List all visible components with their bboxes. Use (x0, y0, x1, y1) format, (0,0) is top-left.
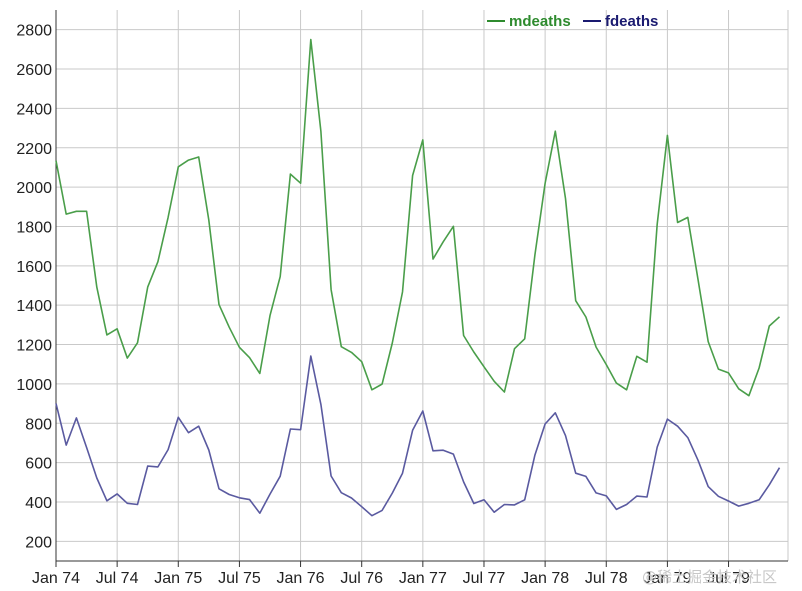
y-tick-label: 2400 (16, 101, 52, 118)
series-line-fdeaths (55, 355, 781, 517)
watermark-text: @稀土掘金技术社区 (642, 568, 777, 586)
y-tick-label: 1600 (16, 259, 52, 276)
y-tick-label: 200 (25, 534, 52, 551)
x-tick-label: Jul 79 (707, 570, 750, 587)
x-tick-label: Jan 74 (32, 570, 80, 587)
axes: 200 400 600 800 1000 1200 1400 1600 1800 2000 2200… (16, 10, 788, 587)
legend[interactable]: mdeaths fdeaths (487, 13, 658, 30)
x-tick-label: Jul 74 (96, 570, 139, 587)
y-tick-label: 2800 (16, 23, 52, 40)
y-tick-label: 1000 (16, 377, 52, 394)
x-tick-label: Jan 76 (277, 570, 325, 587)
y-tick-label: 2000 (16, 180, 52, 197)
x-tick-label: Jan 77 (399, 570, 447, 587)
y-tick-label: 1800 (16, 219, 52, 236)
x-tick-label: Jul 76 (340, 570, 383, 587)
x-tick-label: Jul 77 (463, 570, 506, 587)
x-tick-label: Jul 75 (218, 570, 261, 587)
legend-label-fdeaths[interactable]: fdeaths (605, 13, 658, 30)
y-tick-label: 1200 (16, 338, 52, 355)
y-tick-label: 2600 (16, 62, 52, 79)
y-tick-label: 2200 (16, 141, 52, 158)
series-line-mdeaths (55, 38, 781, 397)
x-tick-label: Jan 78 (521, 570, 569, 587)
y-tick-label: 400 (25, 495, 52, 512)
y-tick-label: 1400 (16, 298, 52, 315)
x-tick-label: Jan 79 (643, 570, 691, 587)
x-tick-label: Jul 78 (585, 570, 628, 587)
legend-label-mdeaths[interactable]: mdeaths (509, 13, 571, 30)
series-lines (55, 38, 781, 517)
y-tick-label: 600 (25, 456, 52, 473)
grid (55, 10, 789, 561)
x-tick-label: Jan 75 (154, 570, 202, 587)
y-tick-label: 800 (25, 416, 52, 433)
